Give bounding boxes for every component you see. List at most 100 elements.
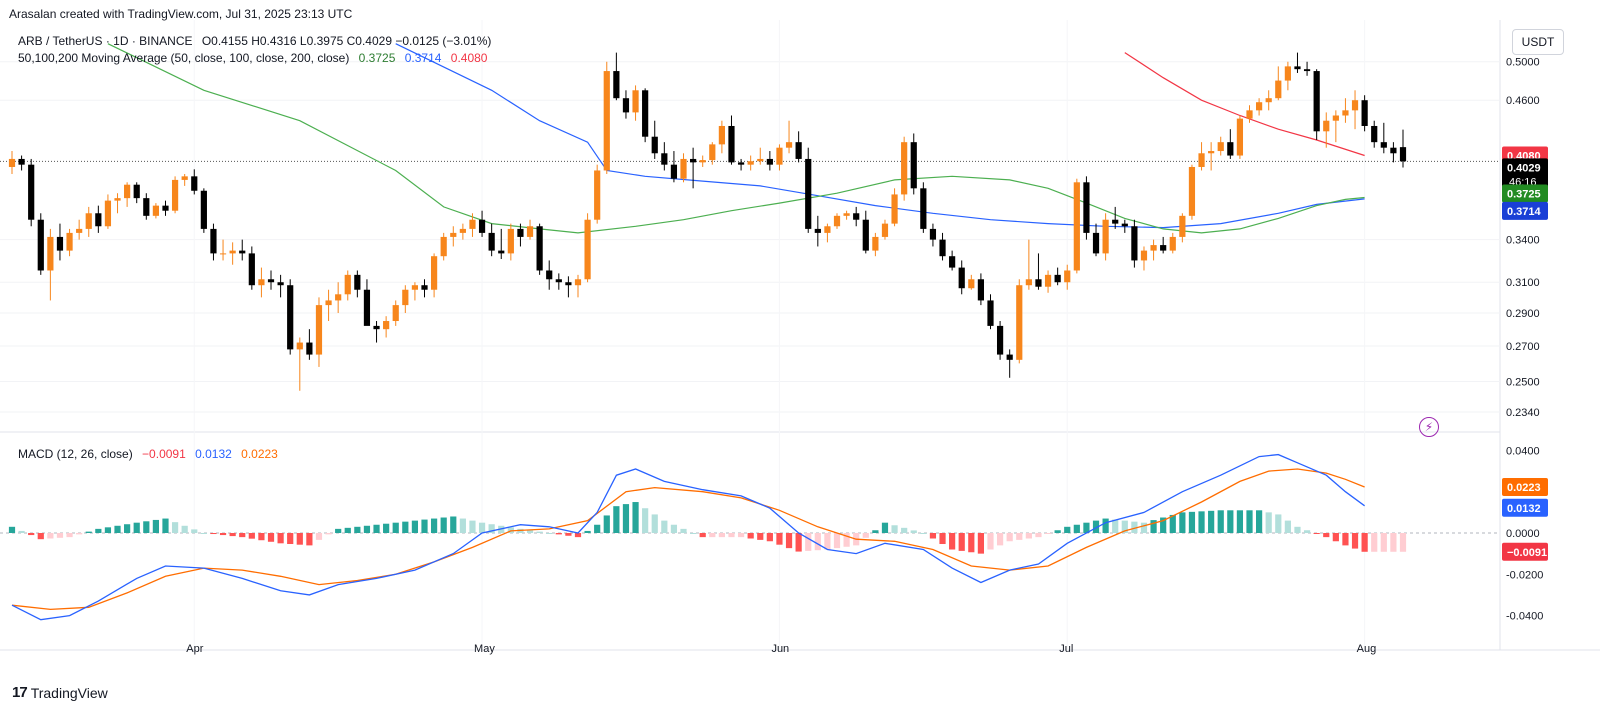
tradingview-logo: 17 TradingView xyxy=(12,684,108,701)
macd-hist-bar xyxy=(949,533,956,550)
macd-hist-bar xyxy=(1303,530,1311,533)
candle-body xyxy=(1342,110,1349,116)
macd-hist-bar xyxy=(910,530,917,533)
candle-body xyxy=(709,144,716,161)
macd-hist-bar xyxy=(987,533,994,550)
candle-body xyxy=(1083,182,1090,233)
macd-hist-bar xyxy=(1150,520,1157,533)
price-tick-label: 0.2900 xyxy=(1506,308,1540,320)
macd-hist-bar xyxy=(152,519,159,533)
macd-hist-bar xyxy=(1294,526,1301,533)
candle-body xyxy=(1380,142,1387,148)
macd-signal-tag: 0.0223 xyxy=(1507,482,1541,494)
macd-hist-bar xyxy=(1246,510,1253,533)
candle-body xyxy=(488,232,495,251)
macd-hist-bar xyxy=(1284,520,1291,533)
candle-body xyxy=(881,223,889,237)
macd-hist-bar xyxy=(1323,533,1330,538)
macd-hist-bar xyxy=(1399,533,1407,552)
symbol-name[interactable]: ARB / TetherUS · 1D · BINANCE xyxy=(18,34,193,48)
macd-hist-bar xyxy=(776,533,783,545)
ma-legend[interactable]: 50,100,200 Moving Average (50, close, 10… xyxy=(18,51,487,65)
macd-hist-bar xyxy=(1006,533,1013,542)
candle-body xyxy=(507,228,514,254)
candle-body xyxy=(987,300,994,326)
candle-body xyxy=(1361,100,1368,126)
macd-hist-bar xyxy=(709,533,716,538)
candle-body xyxy=(315,305,323,355)
macd-hist-bar xyxy=(267,533,275,542)
macd-hist-bar xyxy=(287,533,294,545)
macd-hist-bar xyxy=(613,506,620,533)
macd-hist-value: −0.0091 xyxy=(142,447,186,461)
candle-body xyxy=(248,253,255,286)
candle-body xyxy=(498,250,505,254)
macd-hist-bar xyxy=(1025,533,1032,539)
candle-body xyxy=(1351,100,1359,111)
candle-body xyxy=(690,158,697,163)
candle-body xyxy=(450,232,457,237)
currency-unit-button[interactable]: USDT xyxy=(1512,29,1564,55)
candle-body xyxy=(1217,142,1224,152)
candle-body xyxy=(1371,125,1378,143)
candle-body xyxy=(1169,236,1176,251)
macd-hist-bar xyxy=(603,515,610,533)
candle-body xyxy=(1265,98,1272,103)
macd-hist-bar xyxy=(1073,524,1080,533)
candle-body xyxy=(430,256,438,290)
candle-body xyxy=(1399,147,1407,162)
price-tick-label: 0.2500 xyxy=(1506,376,1540,388)
macd-hist-bar xyxy=(661,520,668,533)
macd-hist-bar xyxy=(1208,510,1215,533)
tradingview-logo-text: TradingView xyxy=(30,684,108,701)
candle-body xyxy=(239,250,246,254)
macd-hist-bar xyxy=(392,522,399,533)
macd-hist-bar xyxy=(143,521,150,533)
macd-hist-bar xyxy=(1256,510,1263,533)
macd-legend[interactable]: MACD (12, 26, close) −0.0091 0.0132 0.02… xyxy=(18,447,278,461)
macd-hist-bar xyxy=(891,525,898,533)
macd-hist-bar xyxy=(1035,533,1042,538)
time-tick-label: Jun xyxy=(771,643,789,655)
lightning-icon[interactable]: ⚡ xyxy=(1419,417,1439,437)
candle-body xyxy=(526,226,534,237)
macd-hist-bar xyxy=(1121,520,1128,533)
macd-hist-bar xyxy=(76,533,83,535)
macd-hist-bar xyxy=(1332,533,1339,542)
macd-hist-bar xyxy=(1112,519,1119,533)
candle-body xyxy=(1064,270,1071,283)
macd-hist-bar xyxy=(344,527,351,533)
candle-body xyxy=(718,125,725,145)
candle-body xyxy=(1044,274,1052,287)
macd-hist-bar xyxy=(843,533,850,547)
candle-body xyxy=(171,179,179,211)
macd-hist-bar xyxy=(373,524,380,533)
candle-body xyxy=(258,279,265,286)
candle-body xyxy=(1092,232,1100,254)
candle-body xyxy=(613,71,620,99)
candle-body xyxy=(603,71,610,171)
macd-hist-bar xyxy=(1227,510,1234,533)
price-tag: 0.3714 xyxy=(1507,206,1542,218)
candle-body xyxy=(901,142,908,195)
macd-hist-bar xyxy=(18,530,25,533)
price-tag-bg xyxy=(1502,184,1548,203)
candle-body xyxy=(1198,153,1205,167)
macd-hist-bar xyxy=(699,533,706,538)
macd-line xyxy=(11,453,1365,621)
macd-hist-bar xyxy=(28,533,35,536)
macd-hist-bar xyxy=(766,533,773,542)
macd-hist-bar xyxy=(66,533,73,538)
candle-body xyxy=(1236,118,1244,156)
candle-body xyxy=(296,342,303,350)
candle-body xyxy=(143,198,150,216)
candle-body xyxy=(76,228,83,233)
macd-hist-bar xyxy=(977,533,985,554)
macd-hist-bar xyxy=(670,524,678,533)
candle-body xyxy=(28,164,35,220)
price-tag-bg xyxy=(1502,201,1548,220)
macd-tick-label: 0.0000 xyxy=(1506,528,1540,540)
candle-body xyxy=(737,162,745,165)
ma200-line xyxy=(1124,52,1365,157)
